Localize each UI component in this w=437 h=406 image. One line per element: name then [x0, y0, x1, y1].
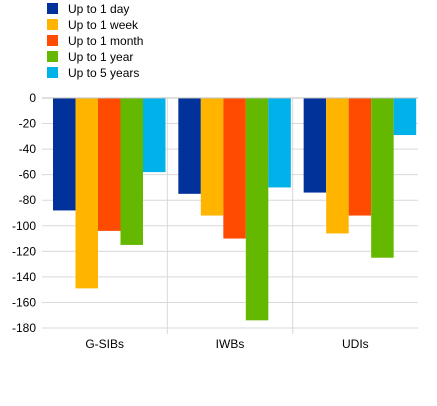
- bar: [200, 98, 224, 216]
- y-tick-label: -140: [12, 270, 36, 284]
- bar: [178, 98, 201, 194]
- bars: [53, 98, 417, 321]
- x-tick-label: UDIs: [342, 337, 369, 351]
- bar: [268, 98, 291, 188]
- bar: [120, 98, 143, 245]
- x-axis: G-SIBs IWBs UDIs: [42, 97, 418, 351]
- x-tick-label: G-SIBs: [85, 337, 124, 351]
- y-tick-label: 0: [29, 91, 36, 105]
- legend-label: Up to 1 day: [68, 2, 129, 16]
- legend: Up to 1 day Up to 1 week Up to 1 month Up t…: [47, 2, 143, 80]
- legend-label: Up to 1 week: [68, 18, 139, 32]
- bar: [98, 98, 121, 231]
- bar: [393, 98, 417, 136]
- bar: [75, 98, 98, 289]
- legend-swatch: [47, 35, 58, 46]
- y-tick-label: -100: [12, 219, 36, 233]
- y-tick-label: -80: [19, 193, 37, 207]
- legend-swatch: [47, 19, 58, 30]
- bar: [223, 98, 246, 239]
- y-tick-label: -60: [19, 168, 37, 182]
- bar: [245, 98, 269, 321]
- y-tick-label: -40: [19, 142, 37, 156]
- bar: [326, 98, 349, 234]
- bar: [348, 98, 372, 216]
- bar: [53, 98, 76, 211]
- bar: [303, 98, 327, 193]
- y-tick-label: -20: [19, 117, 37, 131]
- legend-label: Up to 5 years: [68, 66, 139, 80]
- y-tick-label: -160: [12, 295, 36, 309]
- bar: [143, 98, 166, 173]
- y-axis: 0 -20 -40 -60 -80 -100 -120 -140 -160 -180: [12, 91, 36, 335]
- x-tick-label: IWBs: [216, 337, 245, 351]
- legend-swatch: [47, 67, 58, 78]
- legend-label: Up to 1 year: [68, 50, 133, 64]
- legend-label: Up to 1 month: [68, 34, 143, 48]
- legend-swatch: [47, 3, 58, 14]
- legend-swatch: [47, 51, 58, 62]
- bar: [371, 98, 394, 258]
- y-tick-label: -120: [12, 244, 36, 258]
- y-tick-label: -180: [12, 321, 36, 335]
